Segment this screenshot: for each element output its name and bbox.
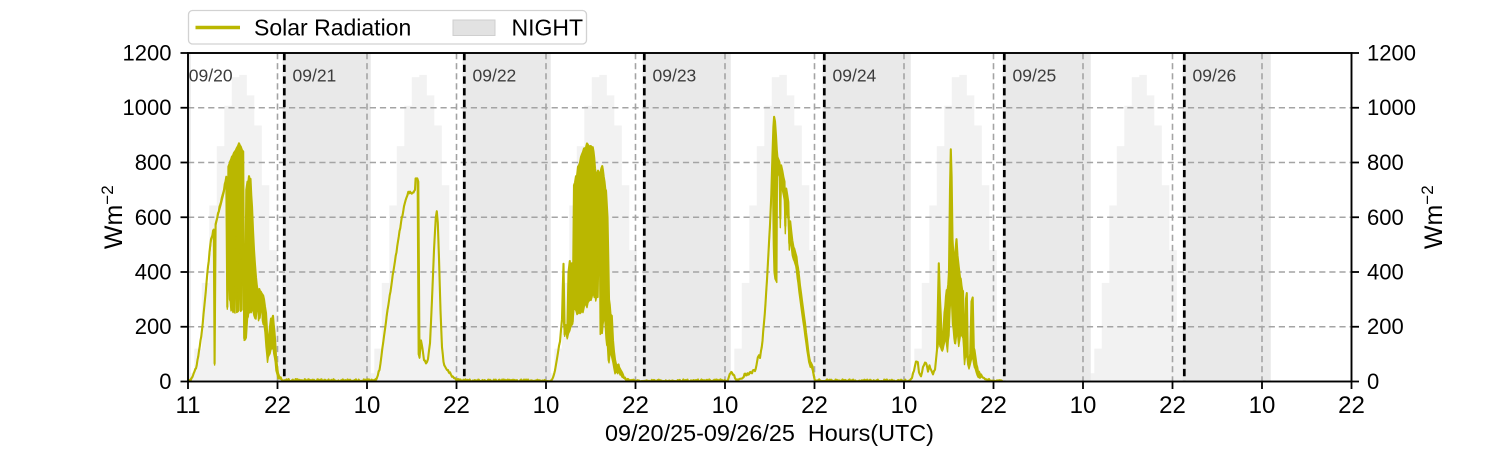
svg-text:22: 22 (1338, 392, 1365, 419)
svg-text:22: 22 (622, 392, 649, 419)
svg-text:11: 11 (176, 392, 201, 419)
svg-text:Solar Radiation: Solar Radiation (254, 15, 411, 41)
svg-text:600: 600 (1367, 205, 1404, 230)
svg-text:22: 22 (264, 392, 291, 419)
svg-text:22: 22 (443, 392, 470, 419)
svg-text:1000: 1000 (123, 95, 172, 120)
svg-text:400: 400 (1367, 260, 1404, 285)
svg-text:600: 600 (135, 205, 172, 230)
svg-text:10: 10 (1070, 392, 1097, 419)
svg-text:800: 800 (1367, 150, 1404, 175)
svg-text:1000: 1000 (1367, 95, 1416, 120)
svg-text:09/26: 09/26 (1193, 66, 1237, 86)
svg-text:0: 0 (1367, 369, 1379, 394)
svg-text:09/24: 09/24 (833, 66, 877, 86)
svg-text:NIGHT: NIGHT (512, 15, 584, 41)
svg-text:10: 10 (891, 392, 918, 419)
svg-text:400: 400 (135, 260, 172, 285)
svg-text:22: 22 (1159, 392, 1186, 419)
svg-text:800: 800 (135, 150, 172, 175)
svg-text:10: 10 (1249, 392, 1276, 419)
svg-text:22: 22 (980, 392, 1007, 419)
svg-text:10: 10 (712, 392, 739, 419)
svg-text:09/20/25-09/26/25 Hours(UTC): 09/20/25-09/26/25 Hours(UTC) (605, 420, 934, 446)
svg-text:09/25: 09/25 (1013, 66, 1057, 86)
svg-text:200: 200 (1367, 314, 1404, 339)
svg-text:09/23: 09/23 (653, 66, 697, 86)
svg-text:22: 22 (801, 392, 828, 419)
svg-text:1200: 1200 (1367, 41, 1416, 66)
svg-text:0: 0 (159, 369, 171, 394)
svg-text:10: 10 (533, 392, 560, 419)
svg-text:200: 200 (135, 314, 172, 339)
svg-text:09/20: 09/20 (189, 66, 233, 86)
svg-text:1200: 1200 (123, 41, 172, 66)
svg-text:10: 10 (354, 392, 381, 419)
svg-text:09/22: 09/22 (473, 66, 517, 86)
svg-text:Wm−2: Wm−2 (1418, 185, 1448, 249)
svg-text:09/21: 09/21 (293, 66, 337, 86)
